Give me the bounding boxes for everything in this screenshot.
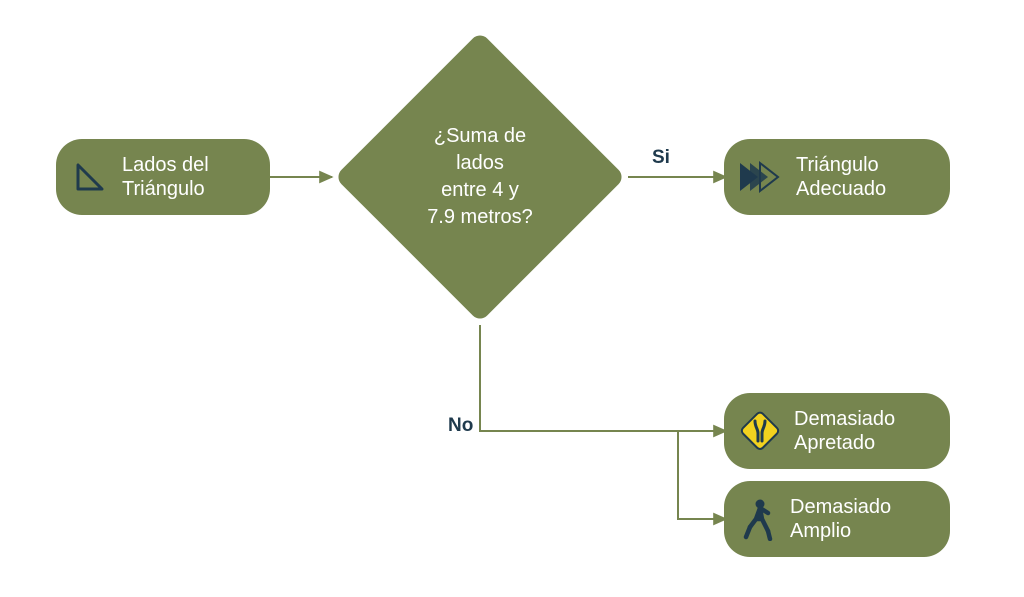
edge-branch-wide bbox=[678, 431, 726, 519]
node-ok: Triángulo Adecuado bbox=[724, 139, 950, 215]
fast-forward-icon bbox=[738, 157, 784, 197]
triangle-outline-icon bbox=[70, 157, 110, 197]
edge-label-no: No bbox=[448, 415, 473, 437]
node-wide: Demasiado Amplio bbox=[724, 481, 950, 557]
edge-label-si: Si bbox=[652, 147, 670, 169]
node-wide-label: Demasiado Amplio bbox=[790, 495, 891, 543]
node-decision-label: ¿Suma de lados entre 4 y 7.9 metros? bbox=[390, 123, 570, 231]
pedestrian-icon bbox=[738, 497, 778, 541]
node-input-label: Lados del Triángulo bbox=[122, 153, 209, 201]
narrow-road-sign-icon bbox=[738, 409, 782, 453]
node-tight: Demasiado Apretado bbox=[724, 393, 950, 469]
node-input: Lados del Triángulo bbox=[56, 139, 270, 215]
node-ok-label: Triángulo Adecuado bbox=[796, 153, 886, 201]
node-decision: ¿Suma de lados entre 4 y 7.9 metros? bbox=[330, 27, 630, 327]
node-tight-label: Demasiado Apretado bbox=[794, 407, 895, 455]
edge-decision-branch-stem bbox=[480, 325, 678, 431]
flowchart-canvas: Si No Lados del Triángulo ¿Suma de lados… bbox=[0, 0, 1024, 597]
